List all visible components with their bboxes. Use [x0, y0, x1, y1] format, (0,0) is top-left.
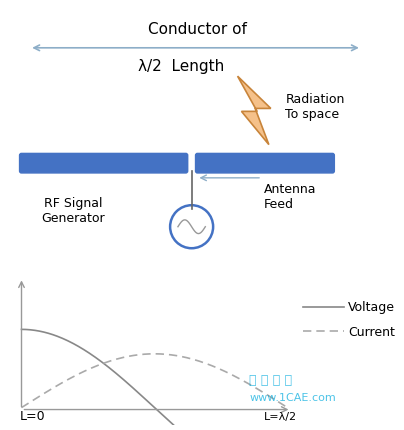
Text: Radiation
To space: Radiation To space	[286, 92, 345, 120]
Text: λ/2  Length: λ/2 Length	[138, 58, 224, 74]
Text: Antenna
Feed: Antenna Feed	[264, 182, 316, 210]
Text: L=0: L=0	[19, 409, 45, 422]
FancyBboxPatch shape	[196, 154, 335, 174]
Text: L=λ/2: L=λ/2	[264, 412, 297, 421]
Text: 仿 真 在 线: 仿 真 在 线	[249, 373, 292, 386]
Text: www.1CAE.com: www.1CAE.com	[249, 392, 336, 402]
Text: RF Signal
Generator: RF Signal Generator	[42, 197, 105, 225]
FancyBboxPatch shape	[19, 154, 188, 174]
Text: Voltage: Voltage	[348, 301, 395, 313]
Polygon shape	[238, 77, 271, 145]
Text: Current: Current	[348, 325, 395, 338]
Text: Conductor of: Conductor of	[148, 22, 247, 37]
